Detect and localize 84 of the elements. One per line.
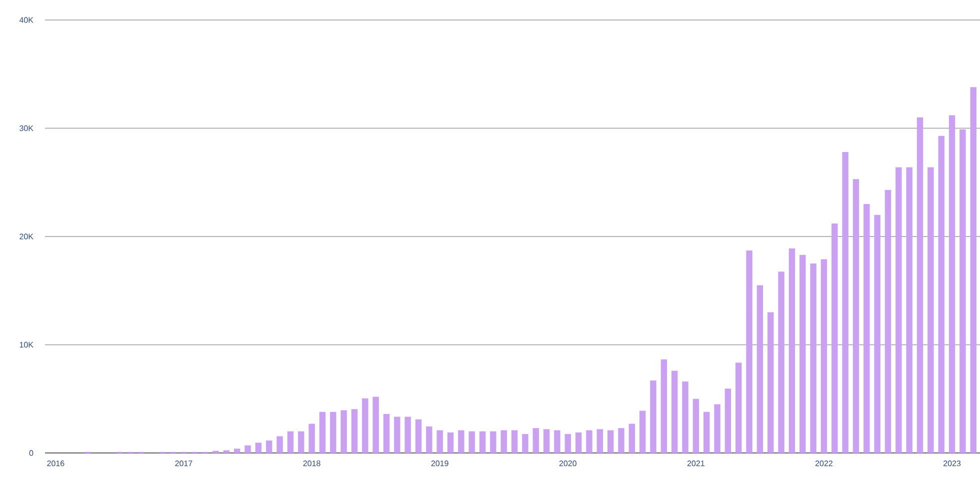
- x-tick-label: 2016: [47, 460, 64, 466]
- bar: [479, 431, 486, 453]
- bar: [970, 87, 976, 453]
- x-tick-label: 2020: [559, 460, 576, 466]
- bar: [842, 152, 848, 453]
- bar: [575, 432, 582, 453]
- bar: [874, 214, 880, 453]
- bar: [436, 430, 443, 453]
- bar: [820, 259, 828, 453]
- bar: [788, 248, 796, 453]
- bar: [832, 224, 838, 453]
- bar: [426, 426, 432, 453]
- bar: [768, 312, 774, 453]
- bar: [362, 398, 368, 453]
- bar: [714, 404, 720, 453]
- x-tick-label: 2021: [687, 460, 704, 466]
- bar: [330, 412, 336, 453]
- bar: [298, 431, 304, 453]
- y-tick-label: 40K: [19, 17, 34, 23]
- bar: [746, 250, 752, 453]
- bar: [660, 359, 668, 453]
- bar: [468, 431, 475, 453]
- y-tick-label: 10K: [20, 342, 34, 348]
- y-tick-label: 30K: [20, 125, 34, 132]
- bar: [287, 431, 294, 453]
- bar: [703, 412, 710, 453]
- bar: [511, 430, 518, 453]
- bar: [564, 434, 571, 453]
- bar: [938, 136, 944, 453]
- bar: [724, 388, 732, 453]
- bar: [692, 398, 700, 453]
- bar: [372, 396, 379, 453]
- bar: [234, 448, 240, 453]
- y-tick-label: 20K: [20, 234, 34, 240]
- bar: [607, 430, 614, 453]
- bar: [864, 204, 870, 453]
- bar: [618, 428, 624, 453]
- x-tick-label: 2019: [431, 460, 448, 466]
- bar: [906, 167, 912, 453]
- bar: [650, 380, 656, 453]
- bar: [383, 414, 390, 453]
- bar: [639, 410, 646, 453]
- x-tick-label: 2023: [944, 460, 961, 466]
- bar: [916, 117, 924, 453]
- bar: [810, 264, 816, 453]
- bar: [543, 429, 550, 453]
- bar: [554, 430, 560, 453]
- bar: [223, 450, 230, 453]
- bar: [319, 412, 326, 453]
- bar: [500, 430, 507, 453]
- bar: [778, 272, 784, 453]
- bar: [756, 285, 764, 453]
- x-tick-label: 2017: [175, 460, 192, 466]
- bar: [596, 429, 603, 453]
- bar: [394, 416, 400, 453]
- bar: [447, 432, 454, 453]
- bar: [404, 416, 411, 453]
- bar: [255, 442, 262, 453]
- bar: [340, 410, 347, 453]
- bar: [628, 424, 635, 453]
- bar: [682, 382, 688, 453]
- bar: [458, 430, 464, 453]
- bar: [884, 190, 892, 453]
- bar: [800, 254, 806, 453]
- bar: [852, 179, 860, 453]
- bar: [896, 167, 902, 453]
- y-tick-label: 0: [29, 450, 34, 456]
- bar: [960, 129, 966, 453]
- bar: [266, 440, 272, 453]
- bar: [532, 428, 539, 453]
- bar: [244, 445, 251, 453]
- bar: [276, 436, 283, 453]
- bar: [948, 115, 956, 453]
- bar: [671, 370, 678, 453]
- bar: [586, 430, 592, 453]
- bar: [490, 431, 496, 453]
- bar: [415, 419, 422, 453]
- bar: [522, 434, 528, 453]
- bar: [308, 424, 315, 453]
- bar: [928, 167, 934, 453]
- bar: [736, 362, 742, 453]
- x-tick-label: 2022: [815, 460, 832, 466]
- x-tick-label: 2018: [303, 460, 320, 466]
- bar: [351, 409, 358, 453]
